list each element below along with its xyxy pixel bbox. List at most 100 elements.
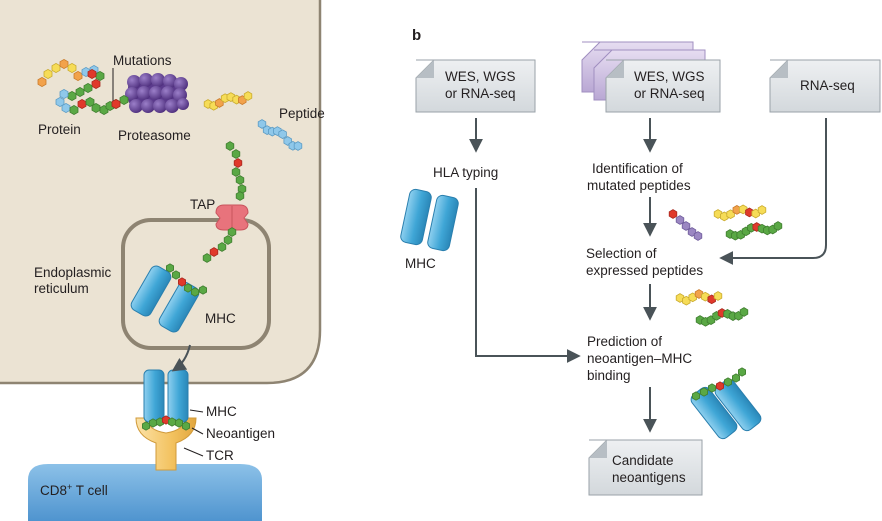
- neoantigen-chain-bead: [148, 418, 158, 428]
- id-peptide-purple-bead: [681, 221, 691, 231]
- protein-chain-bead: [91, 78, 101, 90]
- protein-chain-bead: [59, 58, 69, 70]
- peptide-to-tap-bead: [235, 191, 245, 201]
- mutation-mark: [87, 68, 97, 80]
- id-peptide-purple-bead: [668, 209, 678, 219]
- id-peptide-yellow-bead: [738, 204, 748, 215]
- peptide-on-mhc-bead: [198, 285, 208, 295]
- proteasome-label: Proteasome: [118, 128, 191, 143]
- tap-label: TAP: [190, 197, 215, 212]
- neoantigen-chain-bead: [161, 415, 171, 425]
- doc2-line1: WES, WGS: [634, 69, 705, 84]
- pred-peptide-bead: [692, 391, 700, 401]
- pred-peptide-bead: [738, 367, 746, 377]
- peptide-in-er-bead: [227, 227, 237, 237]
- peptide-to-tap-bead: [225, 141, 235, 151]
- t-cell: [28, 464, 262, 521]
- mhc-b-label: MHC: [405, 256, 436, 271]
- t-cell-label: CD8+ T cell: [40, 482, 108, 498]
- step1-line2: mutated peptides: [587, 178, 691, 193]
- peptide-in-er-bead: [217, 242, 227, 252]
- peptide-yellow-bead: [243, 91, 253, 101]
- peptide-blue-bead: [257, 119, 267, 129]
- peptide-label: Peptide: [279, 106, 325, 121]
- peptide-to-tap-bead: [233, 158, 243, 168]
- mhc-leader-line: [189, 409, 204, 413]
- protein-chain-bead: [83, 82, 93, 94]
- peptide-on-mhc-bead: [190, 287, 200, 297]
- mhc-b-icon: [400, 188, 459, 252]
- proteasome: [125, 73, 189, 113]
- protein-chain-bead: [73, 70, 83, 82]
- step1-line1: Identification of: [592, 161, 683, 176]
- tcr-leader-line: [183, 447, 204, 457]
- doc1-line1: WES, WGS: [445, 69, 516, 84]
- tap-transporter: [215, 204, 249, 231]
- doc2-line2: or RNA-seq: [634, 86, 705, 101]
- neoantigen-label: Neoantigen: [206, 426, 275, 441]
- doc3-label: RNA-seq: [800, 78, 855, 93]
- pred-peptide-bead: [708, 383, 716, 393]
- neoantigen-leader-line: [191, 427, 204, 435]
- id-peptide-green-bead: [773, 221, 783, 231]
- arrow-hla-to-prediction: [475, 188, 581, 363]
- pred-peptide-bead: [724, 377, 732, 387]
- protein-chain-bead: [51, 62, 61, 74]
- pred-peptide-bead: [732, 373, 740, 383]
- step2-line1: Selection of: [586, 246, 657, 261]
- arrow-rnaseq-to-selection: [719, 118, 827, 265]
- peptide-on-mhc-bead: [177, 277, 187, 287]
- pipeline-arrows: [469, 118, 827, 433]
- sel-peptide-yellow-bead: [694, 289, 704, 299]
- neoantigen-chain-bead: [141, 421, 151, 431]
- doc1-line2: or RNA-seq: [445, 86, 516, 101]
- hla-typing-label: HLA typing: [433, 165, 498, 180]
- export-arrow: [171, 344, 191, 372]
- mhc-surface-label: MHC: [206, 404, 237, 419]
- peptide-in-er-bead: [209, 247, 219, 257]
- mutation-mark: [111, 98, 121, 110]
- result-doc-candidate-neoantigens: Candidate neoantigens: [588, 439, 703, 496]
- mhc-in-er: [130, 265, 200, 333]
- step2-line2: expressed peptides: [586, 263, 703, 278]
- protein-chain-bead: [61, 102, 71, 114]
- peptide-blue-bead: [278, 129, 287, 140]
- protein-chain-bead: [43, 68, 53, 80]
- id-peptide-purple-bead: [675, 215, 685, 225]
- peptide-to-tap-bead: [235, 175, 245, 185]
- peptide-to-tap-bead: [231, 149, 241, 159]
- peptide-on-mhc-bead: [171, 270, 181, 280]
- id-peptide-purple-bead: [693, 231, 703, 241]
- id-peptide-yellow-bead: [713, 209, 723, 219]
- sel-peptide-yellow-bead: [675, 293, 685, 303]
- sel-peptide-yellow-bead: [713, 291, 723, 301]
- peptide-on-mhc-bead: [165, 263, 175, 273]
- sel-peptide-yellow-bead: [701, 291, 710, 302]
- peptide-blue-bead: [293, 141, 303, 151]
- protein-chain-bead: [77, 98, 87, 110]
- peptide-on-mhc-bead: [183, 283, 193, 293]
- er-label-line2: reticulum: [34, 281, 89, 296]
- protein-chain-bead: [55, 96, 65, 108]
- step3-line2: neoantigen–MHC: [587, 351, 692, 366]
- pred-peptide-bead: [716, 381, 724, 391]
- pred-peptide-bead: [700, 387, 708, 397]
- panel-b-label: b: [412, 27, 421, 44]
- endoplasmic-reticulum: [121, 218, 271, 350]
- tcr-receptor: [135, 417, 197, 471]
- peptide-beads: [37, 58, 783, 431]
- neoantigen-chain-bead: [167, 417, 177, 427]
- neoantigen-chain-bead: [181, 421, 191, 431]
- step3-line1: Prediction of: [587, 334, 662, 349]
- protein-chain-bead: [69, 104, 79, 116]
- tcr-label: TCR: [206, 448, 234, 463]
- input-doc-wes-wgs-rnaseq-1: WES, WGS or RNA-seq: [415, 59, 536, 113]
- protein-chain-bead: [67, 62, 77, 74]
- protein-chain-bead: [59, 88, 69, 100]
- protein-chain-bead: [75, 86, 85, 98]
- peptide-to-tap-bead: [231, 167, 241, 177]
- neoantigen-chain-bead: [174, 418, 184, 428]
- protein-label: Protein: [38, 122, 81, 137]
- id-peptide-yellow-bead: [757, 205, 767, 215]
- peptide-in-er-bead: [223, 235, 233, 245]
